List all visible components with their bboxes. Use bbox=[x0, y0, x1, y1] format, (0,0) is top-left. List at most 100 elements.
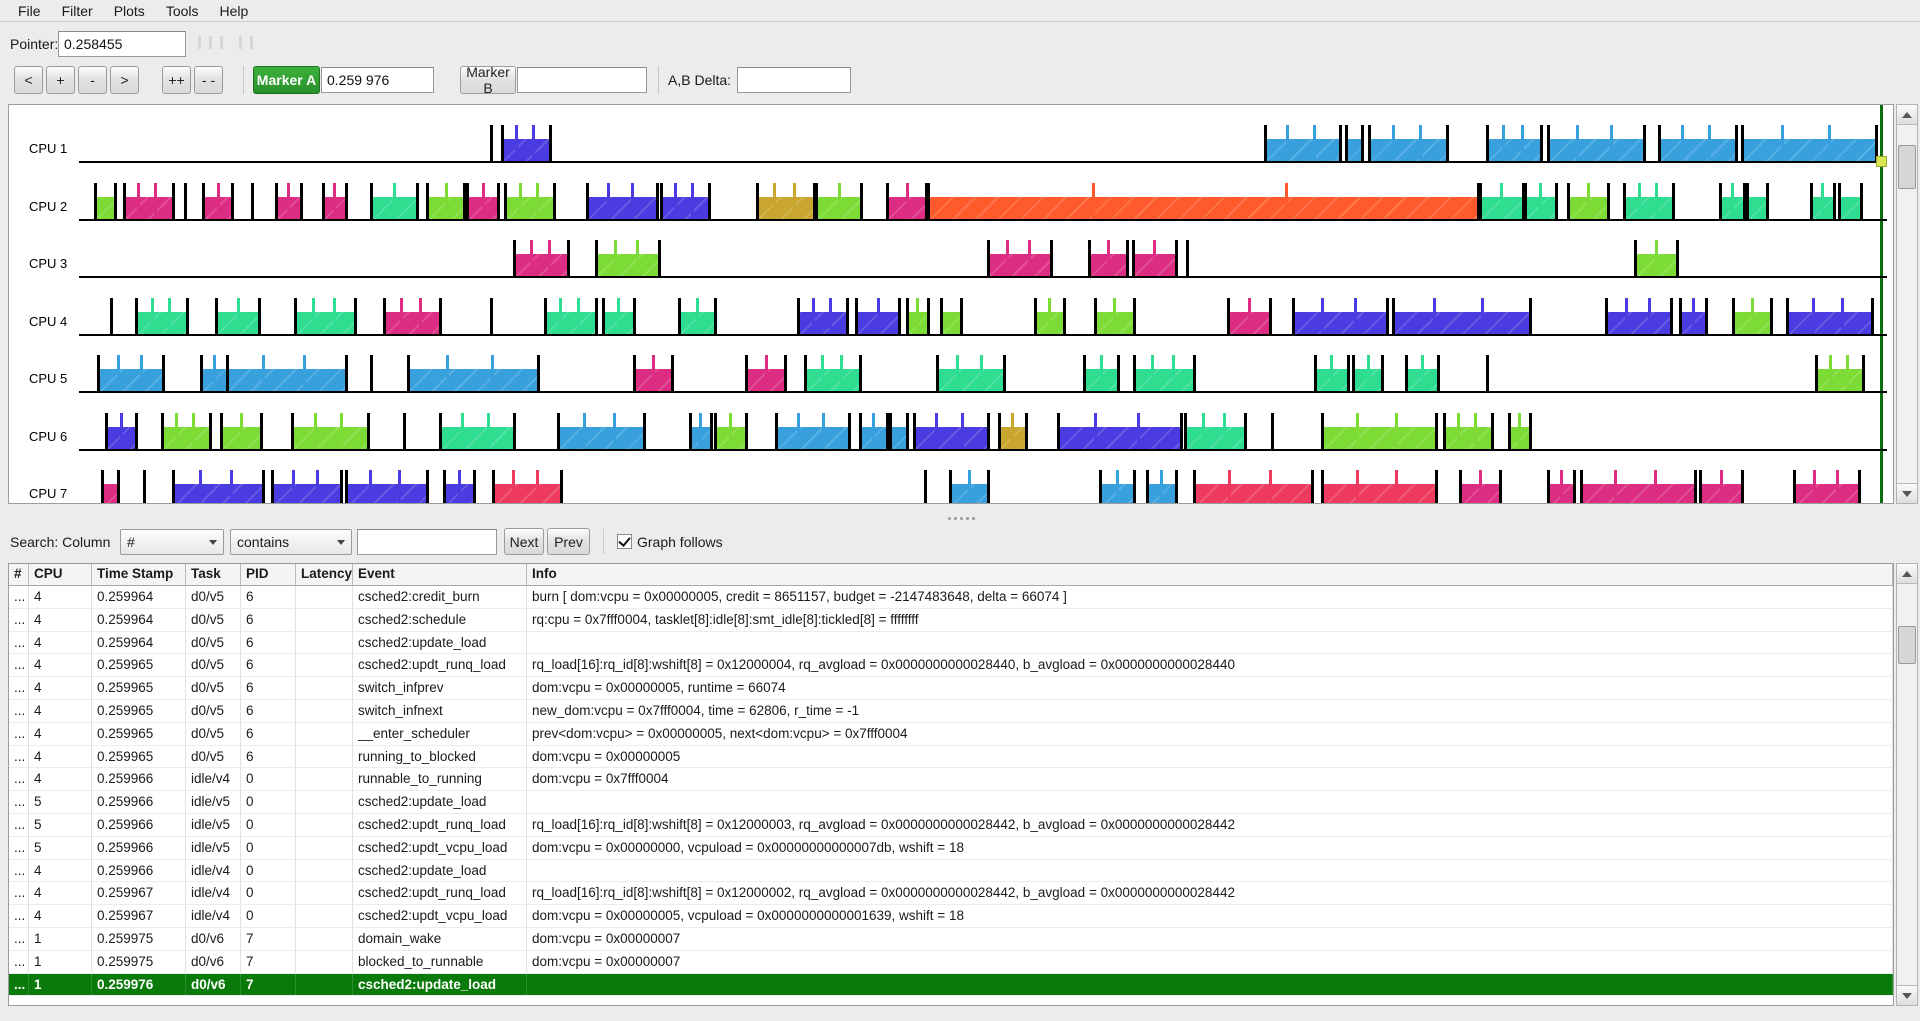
table-row[interactable]: ... 4 0.259964 d0/v5 6 csched2:credit_burn bur… bbox=[9, 586, 1893, 609]
zoom-out-button[interactable]: - bbox=[78, 66, 107, 94]
marker-a-input[interactable] bbox=[321, 67, 434, 93]
table-row[interactable]: ... 5 0.259966 idle/v5 0 csched2:updt_vcpu_lo… bbox=[9, 836, 1893, 860]
table-row[interactable]: ... 4 0.259965 d0/v5 6 running_to_blocked dom:… bbox=[9, 745, 1893, 769]
cpu-label: CPU 5 bbox=[29, 371, 68, 386]
zoom-in-fast-button[interactable]: ++ bbox=[162, 66, 191, 94]
search-column-select[interactable]: # bbox=[120, 529, 224, 555]
column-header--[interactable]: # bbox=[9, 564, 29, 585]
event-tick bbox=[299, 182, 303, 219]
column-header-task[interactable]: Task bbox=[186, 564, 241, 585]
table-row[interactable]: ... 1 0.259975 d0/v6 7 blocked_to_runnable dom… bbox=[9, 950, 1893, 974]
event-tick bbox=[935, 412, 939, 449]
cell-event: csched2:update_load bbox=[353, 631, 527, 654]
scroll-down-button[interactable] bbox=[1897, 483, 1917, 503]
event-tick bbox=[1609, 125, 1613, 161]
marker-b-input[interactable] bbox=[517, 67, 647, 93]
table-row[interactable]: ... 4 0.259964 d0/v5 6 csched2:schedule rq:cpu… bbox=[9, 608, 1893, 632]
table-row[interactable]: ... 4 0.259967 idle/v4 0 csched2:updt_vcpu_lo… bbox=[9, 905, 1893, 928]
event-tick bbox=[594, 240, 598, 276]
menu-filter[interactable]: Filter bbox=[61, 2, 93, 19]
graph-scrollbar-thumb[interactable] bbox=[1898, 145, 1916, 189]
cpu-timeline-row[interactable] bbox=[79, 466, 1887, 503]
event-tick bbox=[1433, 297, 1437, 334]
event-tick bbox=[1227, 297, 1231, 334]
cell-task: idle/v5 bbox=[186, 836, 241, 859]
event-table: # CPU Time Stamp Task PID Latency Event Info ..… bbox=[8, 563, 1894, 1006]
task-bar bbox=[1058, 426, 1182, 449]
zoom-out-fast-button[interactable]: - - bbox=[194, 66, 223, 94]
marker-a-button[interactable]: Marker A bbox=[253, 66, 320, 94]
table-row[interactable]: ... 4 0.259967 idle/v4 0 csched2:updt_runq_lo… bbox=[9, 882, 1893, 906]
pan-left-button[interactable]: < bbox=[14, 66, 43, 94]
zoom-in-button[interactable]: + bbox=[46, 66, 75, 94]
graph-scrollbar[interactable] bbox=[1896, 104, 1918, 504]
table-row[interactable]: ... 4 0.259965 d0/v5 6 switch_infprev dom:vcpu… bbox=[9, 677, 1893, 700]
table-scrollbar[interactable] bbox=[1896, 563, 1918, 1006]
event-tick bbox=[113, 182, 117, 219]
event-tick bbox=[445, 355, 449, 391]
column-header-latency[interactable]: Latency bbox=[296, 564, 353, 585]
event-tick bbox=[1339, 125, 1343, 161]
event-tick bbox=[1174, 240, 1178, 276]
pointer-input[interactable] bbox=[58, 31, 186, 57]
scroll-down-button[interactable] bbox=[1897, 985, 1917, 1005]
event-tick bbox=[1861, 355, 1865, 391]
task-bar bbox=[1346, 139, 1363, 161]
marker-b-button[interactable]: Marker B bbox=[460, 64, 516, 96]
cpu-timeline-row[interactable] bbox=[79, 294, 1887, 336]
table-row[interactable]: ... 4 0.259965 d0/v5 6 csched2:updt_runq_load… bbox=[9, 654, 1893, 678]
task-bar bbox=[95, 196, 116, 219]
event-tick bbox=[576, 297, 580, 334]
column-header-pid[interactable]: PID bbox=[241, 564, 296, 585]
table-row[interactable]: ... 4 0.259965 d0/v5 6 __enter_scheduler prev<… bbox=[9, 722, 1893, 746]
pan-right-button[interactable]: > bbox=[110, 66, 139, 94]
table-row[interactable]: ... 4 0.259966 idle/v4 0 csched2:update_load bbox=[9, 859, 1893, 883]
event-tick bbox=[419, 297, 423, 334]
menu-file[interactable]: File bbox=[18, 2, 41, 19]
menu-plots[interactable]: Plots bbox=[113, 2, 145, 19]
cpu-timeline-row[interactable] bbox=[79, 409, 1887, 451]
event-tick bbox=[613, 412, 617, 449]
search-prev-button[interactable]: Prev bbox=[547, 528, 590, 555]
event-tick bbox=[1286, 125, 1290, 161]
column-header-event[interactable]: Event bbox=[353, 564, 527, 585]
table-row[interactable]: ... 5 0.259966 idle/v5 0 csched2:update_load bbox=[9, 791, 1893, 814]
table-row[interactable]: ... 4 0.259965 d0/v5 6 switch_infnext new_dom:… bbox=[9, 699, 1893, 723]
table-row[interactable]: ... 5 0.259966 idle/v5 0 csched2:updt_runq_lo… bbox=[9, 813, 1893, 837]
cell-pid: 6 bbox=[241, 699, 296, 722]
cell-pid: 6 bbox=[241, 654, 296, 677]
event-tick bbox=[392, 182, 396, 219]
column-header-time-stamp[interactable]: Time Stamp bbox=[92, 564, 186, 585]
event-tick bbox=[339, 470, 343, 503]
ab-delta-input[interactable] bbox=[737, 67, 851, 93]
task-bar bbox=[890, 426, 908, 449]
table-row[interactable]: ... 1 0.259975 d0/v6 7 domain_wake dom:vcpu = … bbox=[9, 927, 1893, 951]
pane-resize-handle[interactable] bbox=[0, 505, 1920, 527]
cpu-timeline-row[interactable] bbox=[79, 121, 1887, 163]
column-header-cpu[interactable]: CPU bbox=[29, 564, 92, 585]
table-row[interactable]: ... 1 0.259976 d0/v6 7 csched2:update_load bbox=[9, 973, 1893, 997]
task-bar bbox=[1293, 311, 1388, 334]
timeline-baseline bbox=[79, 161, 1887, 163]
cpu-timeline-row[interactable] bbox=[79, 236, 1887, 278]
event-tick bbox=[1185, 240, 1189, 276]
menu-tools[interactable]: Tools bbox=[165, 2, 199, 19]
graph-follows-checkbox[interactable] bbox=[617, 534, 632, 549]
cpu-timeline-row[interactable] bbox=[79, 351, 1887, 393]
search-next-button[interactable]: Next bbox=[504, 528, 544, 555]
menu-help[interactable]: Help bbox=[219, 2, 249, 19]
task-bar bbox=[1322, 426, 1437, 449]
scroll-up-button[interactable] bbox=[1897, 105, 1917, 125]
task-bar bbox=[505, 196, 555, 219]
column-header-info[interactable]: Info bbox=[527, 564, 1893, 585]
table-scrollbar-thumb[interactable] bbox=[1898, 626, 1916, 664]
search-operator-select[interactable]: contains bbox=[230, 529, 352, 555]
cpu-timeline-panel[interactable]: CPU 1 CPU 2 CPU 3 CPU 4 CPU 5 CPU 6 CPU 7 bbox=[8, 104, 1894, 504]
cpu-timeline-row[interactable] bbox=[79, 179, 1887, 221]
search-input[interactable] bbox=[357, 529, 497, 555]
cell-timestamp: 0.259966 bbox=[92, 836, 186, 859]
table-row[interactable]: ... 4 0.259966 idle/v4 0 runnable_to_running d… bbox=[9, 768, 1893, 792]
table-row[interactable]: ... 4 0.259964 d0/v5 6 csched2:update_load bbox=[9, 631, 1893, 655]
scroll-up-button[interactable] bbox=[1897, 564, 1917, 584]
event-tick bbox=[500, 125, 504, 161]
